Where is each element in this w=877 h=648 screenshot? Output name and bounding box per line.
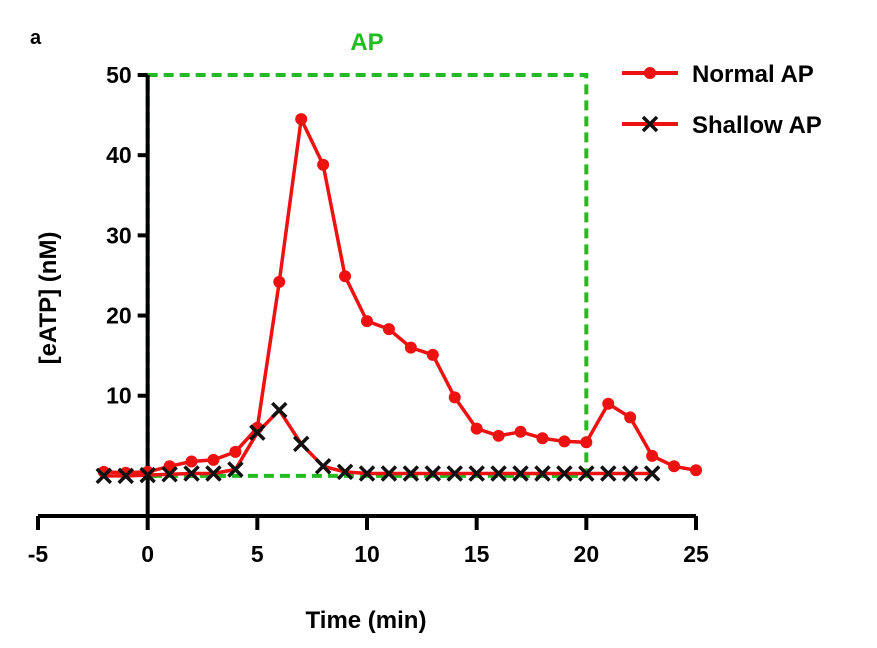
data-point-shallow-ap xyxy=(643,465,661,482)
data-point-normal-ap xyxy=(470,422,483,435)
data-point-shallow-ap xyxy=(117,467,134,485)
x-tick-label: 0 xyxy=(141,541,154,567)
data-point-shallow-ap xyxy=(161,466,178,483)
data-point-normal-ap xyxy=(580,436,593,449)
data-point-normal-ap xyxy=(448,391,461,404)
x-tick-label: 5 xyxy=(251,541,264,567)
annotation-label: AP xyxy=(350,29,383,56)
data-point-shallow-ap xyxy=(249,424,266,441)
x-tick-label: -5 xyxy=(28,541,49,567)
data-point-normal-ap xyxy=(404,341,417,354)
data-point-shallow-ap xyxy=(600,465,617,482)
series-line-normal-ap xyxy=(103,117,697,475)
x-tick-label: 20 xyxy=(574,541,600,567)
x-tick-label: 25 xyxy=(683,541,709,567)
data-point-shallow-ap xyxy=(512,465,529,482)
y-tick-label: 50 xyxy=(106,62,132,88)
data-point-normal-ap xyxy=(141,465,154,478)
data-point-shallow-ap xyxy=(95,467,113,485)
data-point-normal-ap xyxy=(514,425,527,438)
x-axis-title: Time (min) xyxy=(306,607,427,634)
data-point-normal-ap xyxy=(624,411,637,424)
data-point-normal-ap xyxy=(690,464,702,477)
data-point-shallow-ap xyxy=(556,465,573,482)
data-point-normal-ap xyxy=(536,432,549,445)
data-point-shallow-ap xyxy=(424,465,442,482)
data-point-normal-ap xyxy=(646,449,659,462)
data-point-normal-ap xyxy=(273,275,286,288)
data-point-normal-ap xyxy=(295,113,308,126)
y-tick-label: 10 xyxy=(106,383,132,409)
data-point-normal-ap xyxy=(317,158,330,171)
legend-label-normal-ap: Normal AP xyxy=(692,61,814,88)
panel-label: a xyxy=(30,27,42,49)
data-point-normal-ap xyxy=(492,429,505,442)
data-point-normal-ap xyxy=(668,460,681,473)
data-point-shallow-ap xyxy=(380,465,398,482)
legend-label-shallow-ap: Shallow AP xyxy=(692,112,822,139)
x-tick-label: 10 xyxy=(354,541,380,567)
data-point-shallow-ap xyxy=(183,465,200,482)
data-point-shallow-ap xyxy=(271,401,288,419)
data-point-shallow-ap xyxy=(314,458,332,475)
data-point-shallow-ap xyxy=(139,466,156,484)
data-point-legend-normal-ap xyxy=(644,67,656,79)
data-point-normal-ap xyxy=(361,315,373,328)
data-point-shallow-ap xyxy=(227,461,244,478)
data-point-normal-ap xyxy=(426,348,439,361)
data-point-shallow-ap xyxy=(446,465,463,482)
data-point-shallow-ap xyxy=(468,465,485,482)
y-tick-label: 30 xyxy=(106,222,132,248)
data-point-normal-ap xyxy=(382,323,395,336)
series-line-shallow-ap xyxy=(103,408,653,478)
data-point-normal-ap xyxy=(602,397,615,410)
data-point-legend-shallow-ap xyxy=(641,115,659,133)
data-point-normal-ap xyxy=(229,445,242,458)
data-point-normal-ap xyxy=(119,466,132,479)
y-tick-label: 40 xyxy=(106,142,132,168)
x-tick-label: 15 xyxy=(464,541,490,567)
data-point-shallow-ap xyxy=(578,465,595,482)
data-point-normal-ap xyxy=(558,435,571,448)
data-point-normal-ap xyxy=(185,455,198,468)
data-point-shallow-ap xyxy=(336,463,354,481)
data-point-normal-ap xyxy=(339,270,352,283)
data-point-normal-ap xyxy=(207,453,220,466)
data-point-shallow-ap xyxy=(621,465,639,482)
data-point-shallow-ap xyxy=(358,465,376,482)
annotation-box xyxy=(145,73,589,478)
y-axis-title: [eATP] (nM) xyxy=(35,232,62,365)
y-tick-label: 20 xyxy=(106,303,132,329)
data-point-shallow-ap xyxy=(205,465,222,482)
data-point-shallow-ap xyxy=(534,465,551,482)
data-point-shallow-ap xyxy=(402,465,420,482)
data-point-shallow-ap xyxy=(292,435,310,453)
data-point-shallow-ap xyxy=(490,465,507,482)
